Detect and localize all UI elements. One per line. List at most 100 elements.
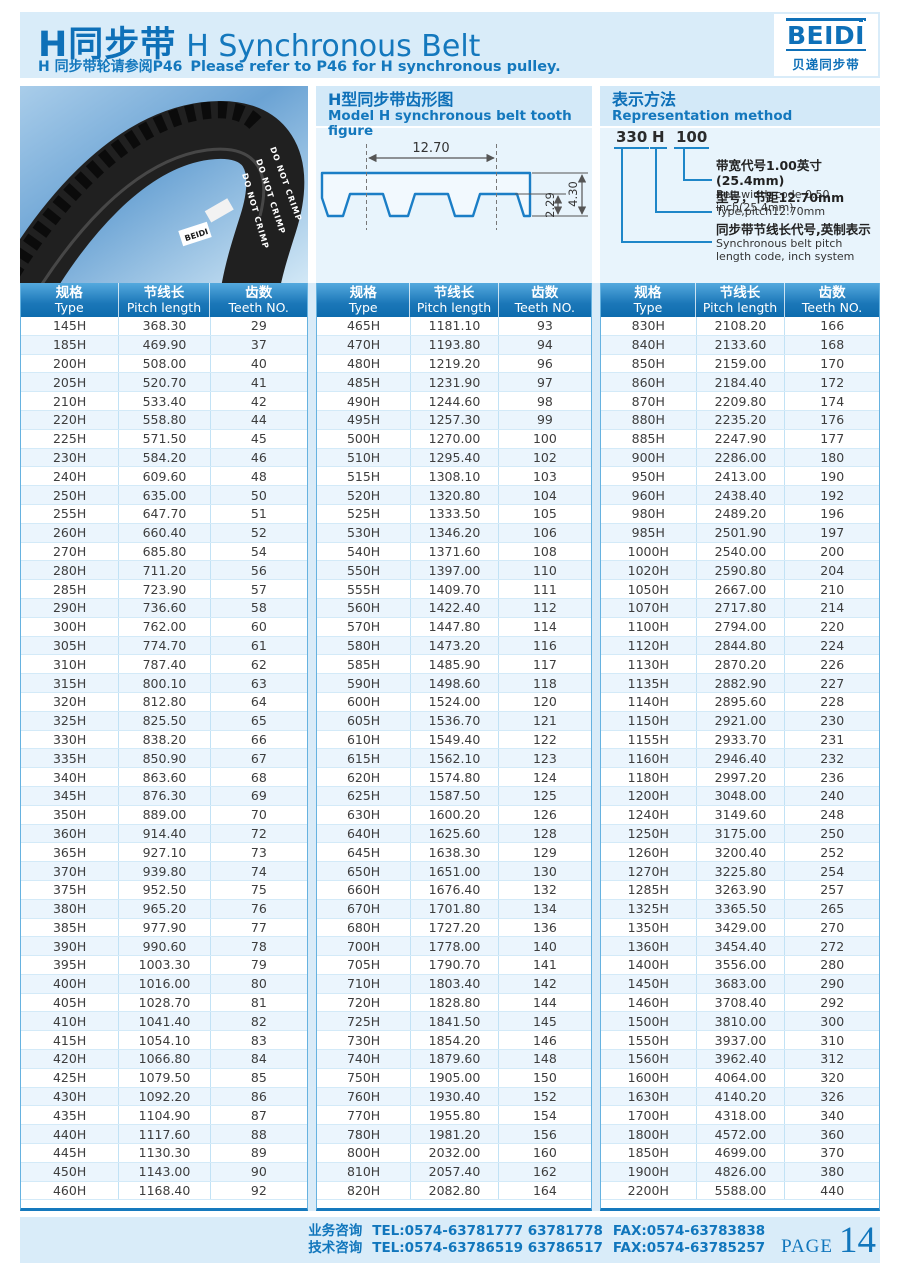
table-row: 1630H 4140.20 326 — [601, 1087, 879, 1107]
table-row: 585H 1485.90 117 — [317, 655, 591, 675]
table-row: 1140H 2895.60 228 — [601, 692, 879, 712]
pitch-length-cell: 2209.80 — [695, 392, 785, 410]
teeth-no-cell: 100 — [497, 429, 591, 448]
type-cell: 460H — [52, 1183, 87, 1199]
pitch-length-cell: 558.80 — [118, 410, 210, 429]
teeth-no-cell: 77 — [209, 918, 307, 937]
pitch-length-cell: 1854.20 — [410, 1031, 498, 1050]
table-row: 580H 1473.20 116 — [317, 636, 591, 656]
table-row: 730H 1854.20 146 — [317, 1031, 591, 1051]
pitch-length-cell: 1371.60 — [410, 542, 498, 561]
teeth-no-cell: 200 — [784, 542, 879, 561]
pitch-length-cell: 3225.80 — [695, 862, 785, 880]
type-cell: 640H — [346, 825, 381, 841]
panels-row: DO NOT CRIMP DO NOT CRIMP DO NOT CRIMP B… — [20, 86, 880, 283]
table-body: 145H 368.30 29 185H 469.90 37 200H 508.00 40 205H… — [21, 317, 307, 1201]
business-label: 业务咨询 — [308, 1223, 363, 1240]
teeth-no-cell: 290 — [784, 974, 879, 993]
teeth-no-cell: 52 — [209, 523, 307, 542]
pitch-length-cell: 1701.80 — [410, 899, 498, 918]
page-number: 14 — [839, 1219, 876, 1261]
type-cell: 630H — [346, 807, 381, 823]
table-row: 225H 571.50 45 — [21, 429, 307, 449]
teeth-no-cell: 128 — [497, 824, 591, 843]
teeth-no-cell: 50 — [209, 486, 307, 504]
table-row: 1900H 4826.00 380 — [601, 1162, 879, 1182]
teeth-no-cell: 228 — [784, 692, 879, 711]
pitch-length-cell: 1485.90 — [410, 655, 498, 674]
type-cell: 1270H — [627, 863, 669, 879]
table-row: 1500H 3810.00 300 — [601, 1012, 879, 1032]
page-subtitle: H 同步带轮请参阅P46 Please refer to P46 for H sy… — [38, 56, 561, 76]
type-cell: 220H — [52, 412, 87, 428]
type-cell: 1100H — [627, 619, 669, 635]
type-cell: 330H — [52, 731, 87, 747]
pitch-length-cell: 1549.40 — [410, 730, 498, 749]
pitch-length-cell: 1104.90 — [118, 1106, 210, 1125]
table-row: 1050H 2667.00 210 — [601, 580, 879, 599]
table-row: 980H 2489.20 196 — [601, 504, 879, 524]
type-cell: 880H — [631, 412, 665, 428]
type-cell: 1450H — [627, 976, 669, 992]
table-row: 590H 1498.60 118 — [317, 674, 591, 693]
table-row: 885H 2247.90 177 — [601, 429, 879, 449]
teeth-no-cell: 231 — [784, 730, 879, 749]
teeth-no-cell: 51 — [209, 504, 307, 523]
teeth-no-cell: 96 — [497, 354, 591, 373]
teeth-no-cell: 67 — [209, 749, 307, 768]
pitch-length-cell: 609.60 — [118, 467, 210, 486]
table-row: 375H 952.50 75 — [21, 880, 307, 900]
pitch-length-cell: 1079.50 — [118, 1068, 210, 1087]
pitch-length-cell: 1346.20 — [410, 523, 498, 542]
pitch-length-cell: 2057.40 — [410, 1162, 498, 1181]
table-row: 1600H 4064.00 320 — [601, 1068, 879, 1088]
type-cell: 780H — [346, 1126, 381, 1142]
column-header-teeth-no: 齿数 Teeth NO. — [497, 283, 591, 317]
table-row: 410H 1041.40 82 — [21, 1012, 307, 1032]
pitch-length-cell: 520.70 — [118, 373, 210, 392]
pitch-length-cell: 1955.80 — [410, 1106, 498, 1125]
table-row: 1130H 2870.20 226 — [601, 655, 879, 675]
type-cell: 770H — [346, 1107, 381, 1123]
technical-label: 技术咨询 — [308, 1240, 363, 1257]
teeth-no-cell: 80 — [209, 974, 307, 993]
teeth-no-cell: 93 — [497, 317, 591, 335]
pitch-length-cell: 850.90 — [118, 749, 210, 768]
teeth-no-cell: 170 — [784, 354, 879, 373]
pitch-length-cell: 2184.40 — [695, 373, 785, 392]
pitch-length-cell: 2032.00 — [410, 1144, 498, 1162]
teeth-no-cell: 48 — [209, 467, 307, 486]
column-header-zh: 节线长 — [143, 284, 185, 301]
pitch-length-cell: 3683.00 — [695, 974, 785, 993]
pitch-length-cell: 1117.60 — [118, 1125, 210, 1144]
table-row: 325H 825.50 65 — [21, 711, 307, 731]
column-header-teeth-no: 齿数 Teeth NO. — [209, 283, 307, 317]
teeth-no-cell: 63 — [209, 674, 307, 692]
table-row: 230H 584.20 46 — [21, 448, 307, 468]
table-row: 440H 1117.60 88 — [21, 1125, 307, 1145]
type-cell: 350H — [52, 807, 87, 823]
type-cell: 950H — [631, 468, 665, 484]
type-cell: 1135H — [627, 675, 669, 691]
pitch-length-cell: 1638.30 — [410, 843, 498, 862]
table-row: 320H 812.80 64 — [21, 692, 307, 712]
tooth-figure-titlebar: H型同步带齿形图 Model H synchronous belt tooth … — [316, 86, 592, 139]
type-cell: 680H — [346, 919, 381, 935]
table-row: 350H 889.00 70 — [21, 805, 307, 825]
type-cell: 445H — [52, 1145, 87, 1161]
pitch-length-cell: 889.00 — [118, 805, 210, 824]
pitch-length-cell: 2717.80 — [695, 598, 785, 617]
type-cell: 600H — [346, 694, 381, 710]
teeth-no-cell: 68 — [209, 768, 307, 786]
code-belt-width: 100 — [674, 130, 710, 149]
table-row: 370H 939.80 74 — [21, 862, 307, 881]
pitch-length-cell: 647.70 — [118, 504, 210, 523]
type-cell: 240H — [52, 468, 87, 484]
teeth-no-cell: 62 — [209, 655, 307, 674]
type-cell: 1000H — [627, 543, 669, 559]
page-number-block: PAGE 14 — [781, 1222, 876, 1259]
pitch-length-cell: 3429.00 — [695, 918, 785, 937]
teeth-no-cell: 196 — [784, 504, 879, 523]
table-row: 495H 1257.30 99 — [317, 410, 591, 430]
teeth-no-cell: 111 — [497, 580, 591, 598]
